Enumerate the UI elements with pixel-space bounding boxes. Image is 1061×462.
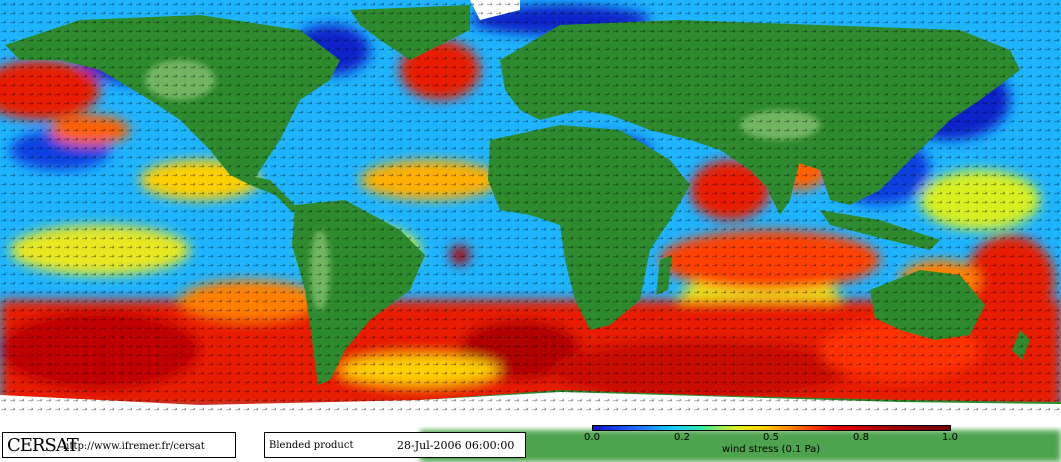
cersat-logo: CERSAT xyxy=(7,435,79,456)
product-label: Blended product xyxy=(269,440,354,451)
colorbar-tick-3: 0.8 xyxy=(853,432,869,443)
timestamp: 28-Jul-2006 06:00:00 xyxy=(397,439,515,452)
source-url[interactable]: http://www.ifremer.fr/cersat xyxy=(63,441,205,452)
colorbar-tick-1: 0.2 xyxy=(674,432,690,443)
product-info-box: Blended product 28-Jul-2006 06:00:00 xyxy=(264,432,526,458)
antarctica-land xyxy=(420,430,1061,462)
wind-stress-colorbar xyxy=(592,425,951,431)
colorbar-tick-4: 1.0 xyxy=(942,432,958,443)
colorbar-tick-0: 0.0 xyxy=(584,432,600,443)
colorbar-tick-2: 0.5 xyxy=(763,432,779,443)
colorbar-label: wind stress (0.1 Pa) xyxy=(722,444,821,455)
wind-vector-arrows xyxy=(0,0,1061,412)
source-info-box: CERSAT http://www.ifremer.fr/cersat xyxy=(2,432,236,458)
